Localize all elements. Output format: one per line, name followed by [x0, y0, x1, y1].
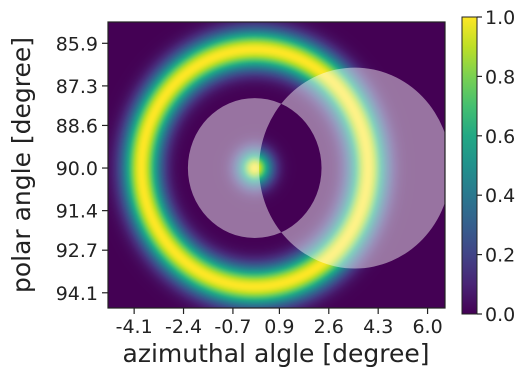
y-tick-label: 88.6: [56, 115, 98, 137]
x-tick-label: -4.1: [116, 316, 153, 338]
x-tick-label: 6.0: [412, 316, 442, 338]
colorbar-gradient: [462, 17, 477, 314]
x-tick-label: -2.4: [165, 316, 202, 338]
x-tick-label: 0.9: [264, 316, 294, 338]
colorbar-tick-label: 0.2: [485, 245, 515, 267]
x-axis-ticks: -4.1 -2.4 -0.7 0.9 2.6 4.3 6.0: [116, 308, 443, 338]
colorbar-tick-label: 0.6: [485, 126, 515, 148]
colorbar-tick-label: 0.0: [485, 304, 515, 326]
y-tick-label: 94.1: [56, 283, 98, 305]
x-tick-label: 2.6: [314, 316, 344, 338]
y-axis-ticks: 85.9 87.3 88.6 90.0 91.4 92.7 94.1: [56, 33, 108, 304]
heatmap-area: [108, 22, 451, 308]
colorbar-tick-label: 1.0: [485, 7, 515, 29]
x-axis-label: azimuthal algle [degree]: [123, 339, 430, 368]
y-axis-label: polar angle [degree]: [7, 37, 36, 293]
colorbar: 0.0 0.2 0.4 0.6 0.8 1.0: [462, 7, 515, 326]
y-tick-label: 87.3: [56, 76, 98, 98]
y-tick-label: 85.9: [56, 33, 98, 55]
x-tick-label: 4.3: [363, 316, 393, 338]
y-tick-label: 90.0: [56, 158, 98, 180]
colorbar-tick-label: 0.4: [485, 185, 515, 207]
x-tick-label: -0.7: [214, 316, 251, 338]
y-tick-label: 91.4: [56, 201, 98, 223]
colorbar-tick-label: 0.8: [485, 66, 515, 88]
y-tick-label: 92.7: [56, 240, 98, 262]
colorbar-ticks: 0.0 0.2 0.4 0.6 0.8 1.0: [477, 7, 515, 326]
